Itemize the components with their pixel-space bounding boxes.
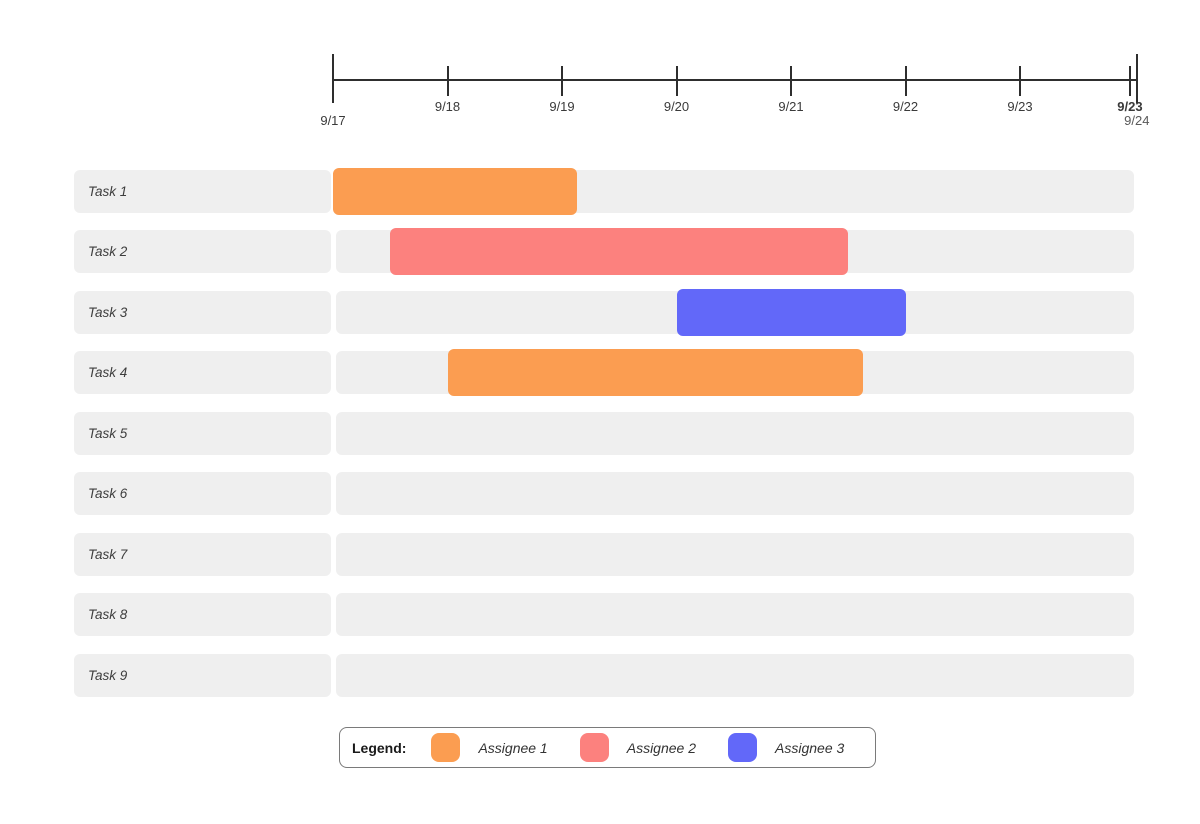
axis-tick <box>790 66 792 96</box>
task-bar[interactable] <box>390 228 849 275</box>
task-track <box>336 533 1134 576</box>
axis-tick-label: 9/20 <box>663 99 690 114</box>
task-label-text: Task 9 <box>88 668 128 683</box>
task-track <box>336 412 1134 455</box>
task-bar[interactable] <box>447 349 864 396</box>
legend-swatch <box>728 733 758 762</box>
task-label-text: Task 2 <box>88 244 128 259</box>
legend-item-label: Assignee 3 <box>775 739 845 756</box>
axis-tick <box>904 66 907 96</box>
legend-swatch <box>431 733 461 762</box>
task-bar[interactable] <box>676 289 906 336</box>
task-rows: Task 1 Task 2 Task 3 Task 4 Task 5 Task 6 Task… <box>74 168 1134 697</box>
task-track <box>336 593 1134 636</box>
task-label: Task 5 <box>74 412 331 455</box>
axis-tick-label: 9/24 <box>1124 113 1150 128</box>
task-track <box>336 654 1134 697</box>
timeline-axis: 9/17 9/18 9/19 9/20 9/21 9/22 9/23 9/23 9/24 <box>0 0 1200 140</box>
task-label-text: Task 7 <box>88 547 128 562</box>
legend-title: Legend: <box>352 739 407 756</box>
axis-tick <box>332 54 334 103</box>
task-label: Task 7 <box>74 533 331 576</box>
axis-tick <box>561 66 563 96</box>
axis-tick-label: 9/17 <box>320 113 346 128</box>
legend-item: Assignee 3 <box>728 733 844 762</box>
task-label: Task 1 <box>74 170 331 213</box>
task-label: Task 8 <box>74 593 331 636</box>
task-label-text: Task 4 <box>88 365 128 380</box>
legend-item: Assignee 2 <box>579 733 697 762</box>
axis-tick <box>675 66 678 96</box>
legend-swatch <box>579 733 609 762</box>
axis-tick-label: 9/18 <box>434 99 461 114</box>
task-label: Task 4 <box>74 351 331 394</box>
legend-items: Assignee 1 Assignee 2 Assignee 3 <box>431 733 844 762</box>
task-label: Task 2 <box>74 230 331 273</box>
task-label: Task 6 <box>74 472 331 515</box>
task-label: Task 9 <box>74 654 331 697</box>
legend-item: Assignee 1 <box>431 733 548 762</box>
task-label: Task 3 <box>74 291 331 334</box>
axis-tick <box>1128 66 1131 96</box>
axis-tick-label: 9/23 <box>1007 99 1033 114</box>
legend-item-label: Assignee 1 <box>478 739 548 756</box>
task-label-text: Task 8 <box>88 607 128 622</box>
task-label-text: Task 5 <box>88 426 128 441</box>
task-label-text: Task 6 <box>88 486 128 501</box>
task-label-text: Task 3 <box>88 305 128 320</box>
axis-tick-label: 9/19 <box>549 99 575 114</box>
legend-item-label: Assignee 2 <box>626 739 697 756</box>
axis-tick-label: 9/21 <box>778 99 804 114</box>
axis-tick <box>1135 54 1138 103</box>
axis-tick-label: 9/22 <box>892 99 919 114</box>
task-label-text: Task 1 <box>88 184 128 199</box>
axis-line <box>333 79 1137 81</box>
axis-tick <box>446 66 449 96</box>
task-bar[interactable] <box>333 168 577 215</box>
task-track <box>336 472 1134 515</box>
axis-tick <box>1019 66 1021 96</box>
legend: Legend: Assignee 1 Assignee 2 Assignee 3 <box>339 727 877 768</box>
